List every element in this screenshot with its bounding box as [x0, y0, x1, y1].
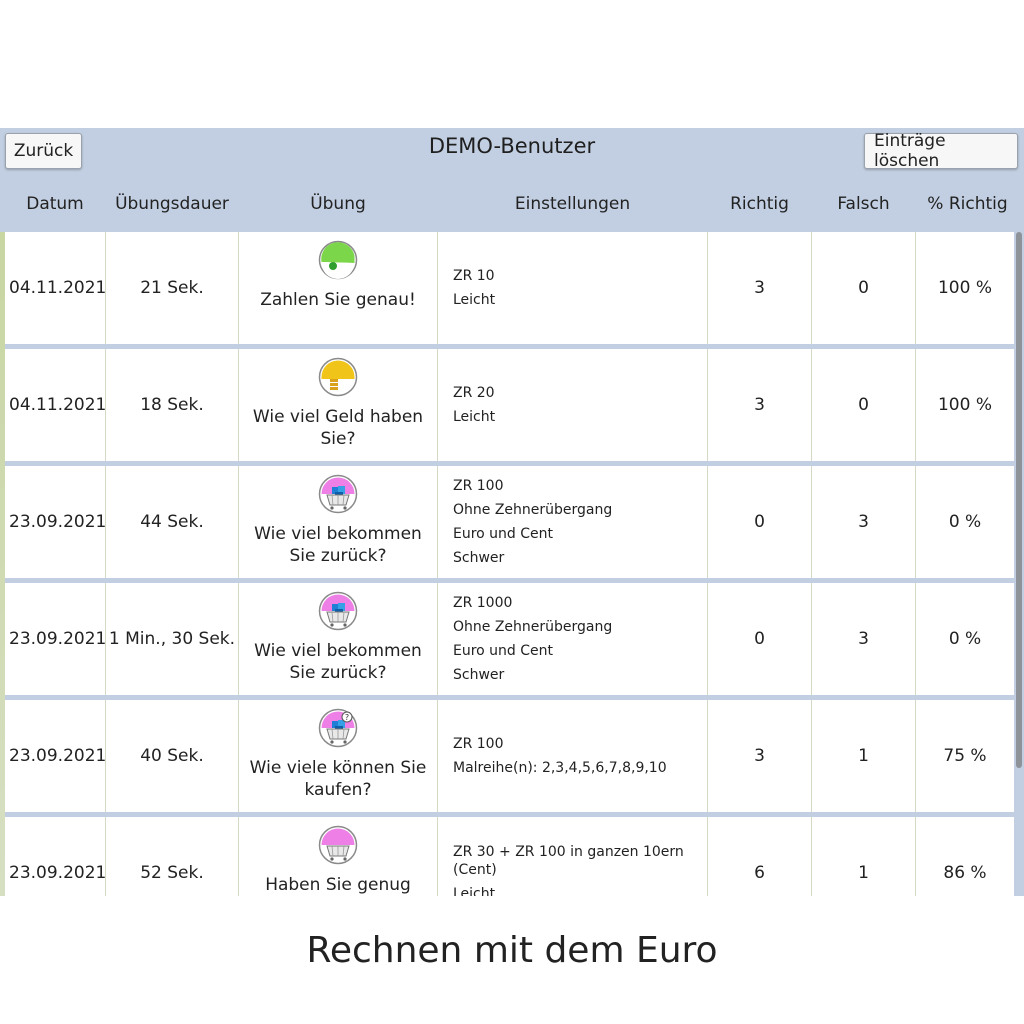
column-header-exercise: Übung: [310, 194, 366, 214]
setting-line: Schwer: [453, 667, 505, 683]
pink-cart-icon: [318, 591, 358, 636]
yellow-coins-icon: [318, 357, 358, 402]
date-cell: 23.09.2021: [5, 817, 106, 896]
right-count-cell: 0: [708, 466, 811, 578]
setting-line: Leicht: [453, 409, 496, 425]
wrong-count-cell: 1: [812, 817, 915, 896]
page-title: DEMO-Benutzer: [428, 134, 596, 158]
footer-caption: Rechnen mit dem Euro: [306, 930, 718, 971]
exercise-label: Wie viel bekommen Sie zurück?: [254, 641, 422, 683]
settings-cell: ZR 30 + ZR 100 in ganzen 10ern (Cent) Lei…: [438, 817, 707, 896]
column-header-right: Richtig: [730, 194, 789, 214]
back-button[interactable]: Zurück: [5, 133, 82, 169]
setting-line: Ohne Zehnerübergang: [453, 619, 613, 635]
settings-cell: ZR 100 Malreihe(n): 2,3,4,5,6,7,8,9,10: [438, 700, 707, 812]
table-row[interactable]: 04.11.2021 21 Sek. Zahlen Sie genau! ZR 10 L…: [5, 232, 1014, 344]
percent-right-cell: 75 %: [916, 700, 1014, 812]
date-cell: 04.11.2021: [5, 232, 106, 344]
svg-text:?: ?: [345, 713, 349, 722]
exercise-cell: Wie viel bekommen Sie zurück?: [239, 583, 437, 695]
pink-cart-question-icon: ?: [318, 708, 358, 753]
exercise-label: Wie viel bekommen Sie zurück?: [254, 524, 422, 566]
settings-cell: ZR 10 Leicht: [438, 232, 707, 344]
column-header-wrong: Falsch: [837, 194, 890, 214]
table-row[interactable]: 04.11.2021 18 Sek. Wie viel Geld haben Sie…: [5, 349, 1014, 461]
percent-right-cell: 86 %: [916, 817, 1014, 896]
setting-line: Leicht: [453, 886, 496, 896]
setting-line: Euro und Cent: [453, 643, 554, 659]
exercise-label: Zahlen Sie genau!: [260, 290, 416, 310]
setting-line: Malreihe(n): 2,3,4,5,6,7,8,9,10: [453, 760, 667, 776]
exercise-cell: Wie viel Geld haben Sie?: [239, 349, 437, 461]
duration-cell: 52 Sek.: [106, 817, 238, 896]
setting-line: Leicht: [453, 292, 496, 308]
setting-line: ZR 100: [453, 736, 504, 752]
results-table[interactable]: 04.11.2021 21 Sek. Zahlen Sie genau! ZR 10 L…: [0, 232, 1014, 896]
setting-line: Ohne Zehnerübergang: [453, 502, 613, 518]
date-cell: 23.09.2021: [5, 466, 106, 578]
settings-cell: ZR 1000 Ohne Zehnerübergang Euro und Cent S…: [438, 583, 707, 695]
pink-cart-icon: [318, 474, 358, 519]
exercise-cell: Wie viel bekommen Sie zurück?: [239, 466, 437, 578]
exercise-cell: Zahlen Sie genau!: [239, 232, 437, 344]
setting-line: ZR 10: [453, 268, 495, 284]
column-header-duration: Übungsdauer: [115, 194, 229, 214]
date-cell: 23.09.2021: [5, 700, 106, 812]
table-row[interactable]: 23.09.2021 40 Sek.? Wie viele können Sie k…: [5, 700, 1014, 812]
duration-cell: 44 Sek.: [106, 466, 238, 578]
column-header-settings: Einstellungen: [514, 194, 631, 214]
left-edge-strip: [0, 232, 5, 896]
column-header-percent: % Richtig: [927, 194, 1008, 214]
right-count-cell: 0: [708, 583, 811, 695]
duration-cell: 40 Sek.: [106, 700, 238, 812]
settings-cell: ZR 20 Leicht: [438, 349, 707, 461]
duration-cell: 1 Min., 30 Sek.: [106, 583, 238, 695]
percent-right-cell: 0 %: [916, 583, 1014, 695]
setting-line: Schwer: [453, 550, 505, 566]
wrong-count-cell: 0: [812, 232, 915, 344]
wrong-count-cell: 1: [812, 700, 915, 812]
percent-right-cell: 100 %: [916, 232, 1014, 344]
setting-line: ZR 30 + ZR 100 in ganzen 10ern (Cent): [453, 844, 684, 878]
percent-right-cell: 0 %: [916, 466, 1014, 578]
wrong-count-cell: 0: [812, 349, 915, 461]
wrong-count-cell: 3: [812, 466, 915, 578]
right-count-cell: 3: [708, 232, 811, 344]
table-row[interactable]: 23.09.2021 1 Min., 30 Sek. Wie viel bekomm…: [5, 583, 1014, 695]
settings-cell: ZR 100 Ohne Zehnerübergang Euro und Cent Sc…: [438, 466, 707, 578]
duration-cell: 21 Sek.: [106, 232, 238, 344]
right-count-cell: 3: [708, 700, 811, 812]
setting-line: Euro und Cent: [453, 526, 554, 542]
duration-cell: 18 Sek.: [106, 349, 238, 461]
exercise-label: Wie viele können Sie kaufen?: [249, 758, 427, 800]
percent-right-cell: 100 %: [916, 349, 1014, 461]
table-row[interactable]: 23.09.2021 44 Sek. Wie viel bekommen Sie z…: [5, 466, 1014, 578]
pink-empty-cart-icon: [318, 825, 358, 870]
setting-line: ZR 1000: [453, 595, 513, 611]
column-header-date: Datum: [26, 194, 84, 214]
right-count-cell: 6: [708, 817, 811, 896]
clear-entries-button[interactable]: Einträge löschen: [864, 131, 1018, 171]
exercise-label: Wie viel Geld haben Sie?: [252, 407, 424, 449]
right-count-cell: 3: [708, 349, 811, 461]
exercise-cell: Haben Sie genug Geld?: [239, 817, 437, 896]
vertical-scrollbar[interactable]: [1016, 232, 1022, 768]
date-cell: 04.11.2021: [5, 349, 106, 461]
wrong-count-cell: 3: [812, 583, 915, 695]
date-cell: 23.09.2021: [5, 583, 106, 695]
exercise-cell: ? Wie viele können Sie kaufen?: [239, 700, 437, 812]
setting-line: ZR 100: [453, 478, 504, 494]
green-clock-icon: [318, 240, 358, 285]
app-window: DEMO-Benutzer Zurück Einträge löschen Da…: [0, 128, 1024, 896]
exercise-label: Haben Sie genug Geld?: [265, 875, 411, 895]
setting-line: ZR 20: [453, 385, 495, 401]
